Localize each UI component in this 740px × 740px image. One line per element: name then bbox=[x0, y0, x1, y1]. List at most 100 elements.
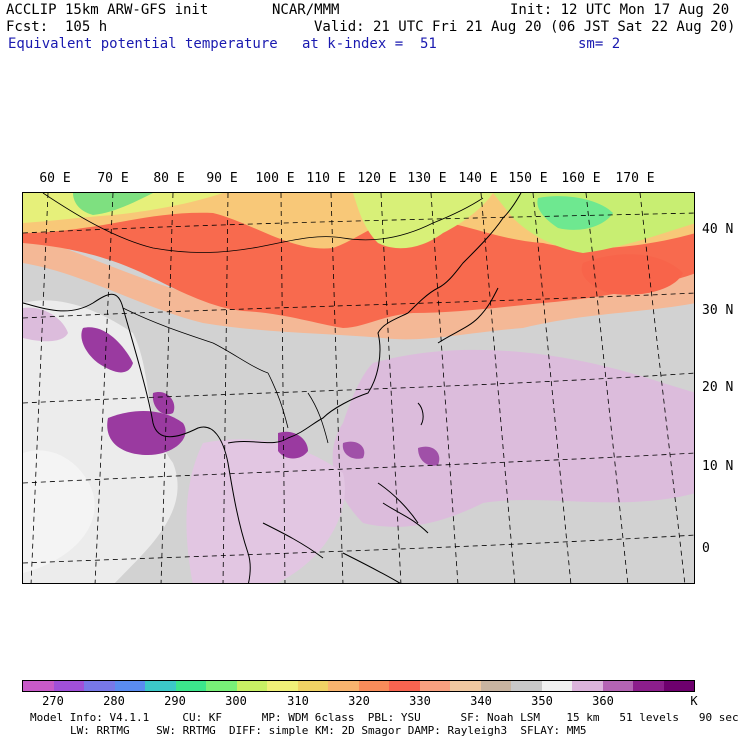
field-name: Equivalent potential temperature bbox=[8, 36, 278, 52]
colorbar-swatch bbox=[206, 681, 237, 691]
field-region-low bbox=[23, 450, 95, 573]
lat-label: 0 bbox=[702, 541, 710, 556]
map-canvas bbox=[23, 193, 694, 583]
colorbar bbox=[22, 680, 695, 692]
init-time: Init: 12 UTC Mon 17 Aug 20 bbox=[510, 2, 730, 18]
colorbar-tick: 270 bbox=[42, 694, 64, 708]
colorbar-swatch bbox=[297, 681, 328, 691]
colorbar-swatch bbox=[328, 681, 359, 691]
colorbar-swatch bbox=[236, 681, 267, 691]
graticule-line bbox=[222, 193, 229, 583]
colorbar-tick: 350 bbox=[531, 694, 553, 708]
graticule-line bbox=[480, 193, 516, 583]
graticule-line bbox=[639, 193, 686, 583]
coastline-east-asia bbox=[407, 193, 522, 314]
graticule-line bbox=[23, 292, 694, 319]
lat-label: 20 N bbox=[702, 380, 734, 395]
model-title: ACCLIP 15km ARW-GFS init bbox=[6, 2, 209, 18]
graticule-line bbox=[23, 372, 694, 404]
field-core bbox=[81, 327, 133, 373]
field-region-high bbox=[23, 307, 68, 342]
lon-label: 160 E bbox=[561, 171, 601, 186]
colorbar-unit: K bbox=[690, 694, 698, 708]
field-core bbox=[342, 441, 365, 459]
field-core bbox=[418, 446, 440, 466]
colorbar-tick: 340 bbox=[470, 694, 492, 708]
coastline-taiwan bbox=[417, 402, 424, 426]
colorbar-tick: 300 bbox=[225, 694, 247, 708]
colorbar-swatch bbox=[175, 681, 206, 691]
lon-label: 60 E bbox=[39, 171, 71, 186]
lon-label: 90 E bbox=[206, 171, 238, 186]
smoothing-label: sm= 2 bbox=[578, 36, 621, 52]
colorbar-swatch bbox=[572, 681, 603, 691]
model-info-line1: Model Info: V4.1.1 CU: KF MP: WDM 6class… bbox=[30, 711, 739, 724]
lon-label: 110 E bbox=[306, 171, 346, 186]
colorbar-swatch bbox=[663, 681, 694, 691]
lat-label: 40 N bbox=[702, 222, 734, 237]
theta-e-map bbox=[22, 192, 695, 584]
colorbar-swatch bbox=[480, 681, 511, 691]
lon-label: 70 E bbox=[97, 171, 129, 186]
forecast-hour: Fcst: 105 h bbox=[6, 19, 108, 35]
coastline-japan bbox=[437, 287, 499, 344]
field-region-high bbox=[332, 349, 694, 527]
colorbar-swatch bbox=[419, 681, 450, 691]
colorbar-swatch bbox=[358, 681, 389, 691]
graticule-line bbox=[532, 193, 572, 583]
graticule-line bbox=[160, 193, 174, 583]
graticule-line bbox=[430, 193, 459, 583]
field-band-yellow bbox=[353, 193, 493, 249]
level-label: at k-index = 51 bbox=[302, 36, 437, 52]
colorbar-swatch bbox=[267, 681, 298, 691]
colorbar-swatch bbox=[541, 681, 572, 691]
field-band-red bbox=[581, 254, 683, 295]
field-region-high bbox=[186, 439, 345, 583]
lon-label: 150 E bbox=[508, 171, 548, 186]
colorbar-tick: 320 bbox=[348, 694, 370, 708]
colorbar-swatch bbox=[633, 681, 664, 691]
coastline-maritime bbox=[262, 522, 401, 583]
lat-label: 10 N bbox=[702, 459, 734, 474]
lon-label: 130 E bbox=[407, 171, 447, 186]
coastline-philippines bbox=[377, 482, 429, 534]
colorbar-swatch bbox=[53, 681, 84, 691]
lon-label: 100 E bbox=[255, 171, 295, 186]
colorbar-tick: 290 bbox=[164, 694, 186, 708]
graticule-line bbox=[380, 193, 402, 583]
colorbar-tick: 330 bbox=[409, 694, 431, 708]
coastline-south-asia bbox=[23, 293, 251, 583]
valid-time: Valid: 21 UTC Fri 21 Aug 20 (06 JST Sat … bbox=[314, 19, 736, 35]
colorbar-tick: 310 bbox=[287, 694, 309, 708]
graticule-line bbox=[585, 193, 629, 583]
colorbar-swatch bbox=[389, 681, 420, 691]
lon-label: 80 E bbox=[153, 171, 185, 186]
graticule-line bbox=[330, 193, 344, 583]
colorbar-tick: 360 bbox=[592, 694, 614, 708]
field-band-green bbox=[537, 196, 613, 230]
lon-label: 140 E bbox=[458, 171, 498, 186]
colorbar-swatch bbox=[145, 681, 176, 691]
graticule bbox=[23, 193, 694, 583]
model-info-line2: LW: RRTMG SW: RRTMG DIFF: simple KM: 2D … bbox=[70, 724, 587, 737]
lat-label: 30 N bbox=[702, 303, 734, 318]
field-core bbox=[152, 392, 175, 415]
graticule-line bbox=[30, 193, 49, 583]
colorbar-swatch bbox=[511, 681, 542, 691]
colorbar-swatch bbox=[23, 681, 54, 691]
graticule-line bbox=[94, 193, 114, 583]
border-himalaya bbox=[122, 307, 269, 374]
field-band-salmon bbox=[23, 233, 694, 340]
coastline-southeast-asia bbox=[227, 312, 409, 444]
center-label: NCAR/MMM bbox=[272, 2, 340, 18]
colorbar-swatch bbox=[84, 681, 115, 691]
graticule-line bbox=[280, 193, 286, 583]
lon-label: 170 E bbox=[615, 171, 655, 186]
colorbar-swatch bbox=[602, 681, 633, 691]
colorbar-swatch bbox=[114, 681, 145, 691]
field-band-green bbox=[73, 193, 153, 215]
graticule-line bbox=[23, 212, 694, 234]
border-indochina bbox=[267, 372, 329, 444]
field-band-yellow bbox=[23, 193, 223, 223]
lon-label: 120 E bbox=[357, 171, 397, 186]
